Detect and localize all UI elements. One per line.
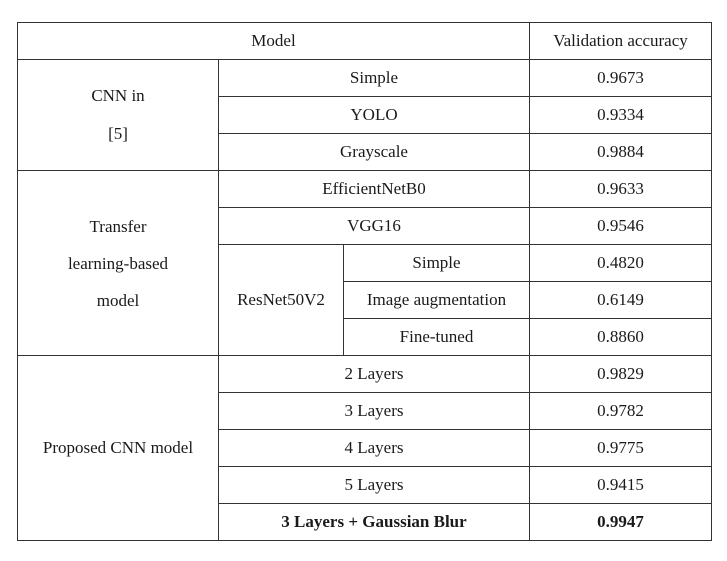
table-row: Fine-tuned 0.8860 bbox=[18, 318, 712, 356]
accuracy-cell-best: 0.9947 bbox=[529, 503, 712, 541]
table-row: Proposed CNN model 2 Layers 0.9829 bbox=[17, 355, 712, 541]
accuracy-cell: 0.9673 bbox=[529, 59, 712, 97]
accuracy-cell: 0.9782 bbox=[529, 392, 712, 430]
table-row-best: 3 Layers + Gaussian Blur 0.9947 bbox=[18, 503, 712, 541]
table-row: 3 Layers 0.9782 bbox=[18, 392, 712, 430]
variant-cell: VGG16 bbox=[218, 207, 530, 245]
table-row: VGG16 0.9546 bbox=[18, 207, 712, 245]
group-label-cnn-line1: CNN in bbox=[91, 86, 145, 105]
group-label-transfer-line1: Transfer bbox=[89, 216, 147, 236]
group-label-cnn: CNN in [5] bbox=[17, 59, 219, 171]
variant-cell: Grayscale bbox=[218, 133, 530, 171]
variant-cell: Image augmentation bbox=[343, 281, 530, 319]
header-row: Model Validation accuracy bbox=[17, 22, 712, 60]
table-row: Grayscale 0.9884 bbox=[18, 133, 712, 171]
variant-cell: Simple bbox=[343, 244, 530, 282]
table-row: CNN in [5] Simple 0.9673 bbox=[17, 59, 712, 171]
accuracy-cell: 0.9775 bbox=[529, 429, 712, 467]
accuracy-cell: 0.9415 bbox=[529, 466, 712, 504]
results-table: Model Validation accuracy CNN in [5] Sim… bbox=[17, 22, 712, 541]
variant-cell: 2 Layers bbox=[218, 355, 530, 393]
table-row: Transfer learning-based model EfficientN… bbox=[17, 170, 712, 356]
accuracy-cell: 0.9829 bbox=[529, 355, 712, 393]
table-row: YOLO 0.9334 bbox=[18, 96, 712, 134]
table-row: ResNet50V2 Simple 0.4820 bbox=[18, 244, 712, 356]
table-row: 5 Layers 0.9415 bbox=[18, 466, 712, 504]
accuracy-cell: 0.8860 bbox=[529, 318, 712, 356]
variant-cell: 4 Layers bbox=[218, 429, 530, 467]
accuracy-cell: 0.9546 bbox=[529, 207, 712, 245]
accuracy-cell: 0.9884 bbox=[529, 133, 712, 171]
group-label-transfer: Transfer learning-based model bbox=[17, 170, 219, 356]
variant-cell: Fine-tuned bbox=[343, 318, 530, 356]
group-label-cnn-line2: [5] bbox=[108, 124, 128, 143]
variant-cell: 3 Layers bbox=[218, 392, 530, 430]
header-model: Model bbox=[17, 22, 530, 60]
accuracy-cell: 0.9633 bbox=[529, 170, 712, 208]
group-label-transfer-line2: learning-based bbox=[67, 253, 169, 273]
variant-cell: 5 Layers bbox=[218, 466, 530, 504]
group-label-proposed: Proposed CNN model bbox=[17, 355, 219, 541]
accuracy-cell: 0.9334 bbox=[529, 96, 712, 134]
subgroup-label-resnet: ResNet50V2 bbox=[218, 244, 344, 356]
variant-cell-best: 3 Layers + Gaussian Blur bbox=[218, 503, 530, 541]
table-row: 4 Layers 0.9775 bbox=[18, 429, 712, 467]
header-accuracy: Validation accuracy bbox=[529, 22, 712, 60]
group-label-transfer-line3: model bbox=[96, 290, 140, 310]
accuracy-cell: 0.6149 bbox=[529, 281, 712, 319]
variant-cell: EfficientNetB0 bbox=[218, 170, 530, 208]
accuracy-cell: 0.4820 bbox=[529, 244, 712, 282]
table-row: Image augmentation 0.6149 bbox=[18, 281, 712, 319]
variant-cell: Simple bbox=[218, 59, 530, 97]
variant-cell: YOLO bbox=[218, 96, 530, 134]
